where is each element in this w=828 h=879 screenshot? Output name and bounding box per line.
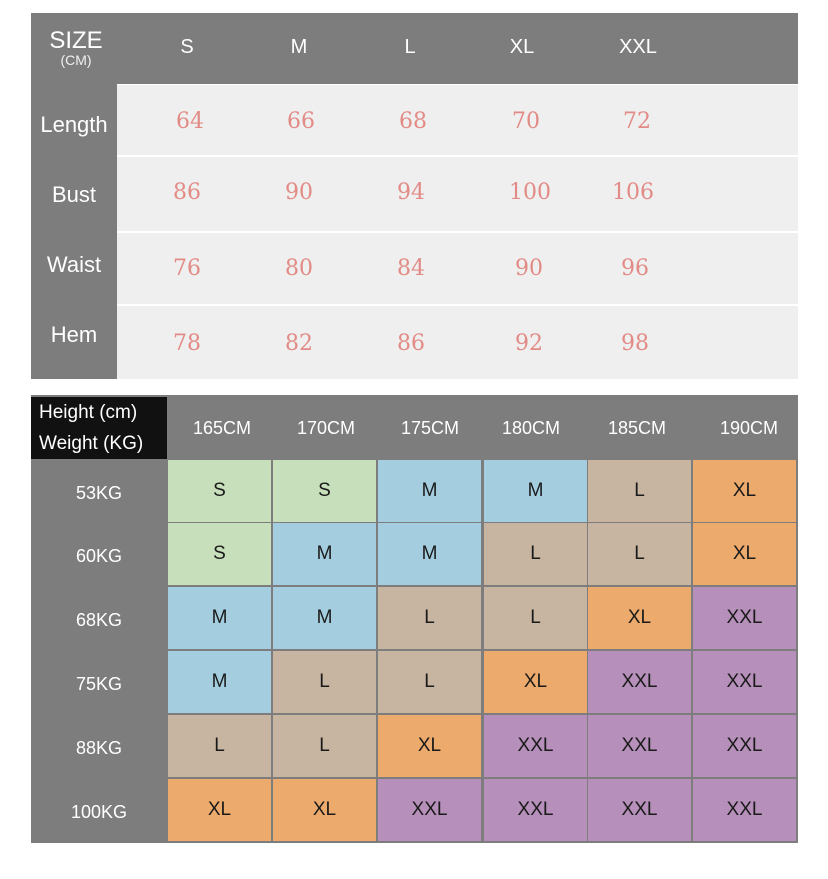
size-cell: M xyxy=(273,587,376,649)
length-xxl: 72 xyxy=(623,109,651,134)
size-cell: XL xyxy=(588,587,691,649)
size-unit: (CM) xyxy=(60,52,92,68)
size-col-m: M xyxy=(290,36,308,58)
length-m: 66 xyxy=(287,109,315,134)
size-cell: XL xyxy=(693,523,796,585)
size-cell: XL xyxy=(484,651,587,713)
size-cell: XXL xyxy=(693,651,796,713)
size-cell: S xyxy=(273,460,376,522)
size-col-s: S xyxy=(180,36,194,58)
waist-xl: 90 xyxy=(515,256,543,281)
size-cell: L xyxy=(273,651,376,713)
size-cell: L xyxy=(484,523,587,585)
table-row xyxy=(117,306,798,379)
size-cell: M xyxy=(168,587,271,649)
size-cell: XXL xyxy=(693,715,796,777)
waist-xxl: 96 xyxy=(621,256,649,281)
size-title: SIZE xyxy=(49,27,103,54)
bust-m: 90 xyxy=(285,180,313,205)
height-col-175: 175CM xyxy=(400,418,460,438)
size-cell: M xyxy=(484,460,587,522)
size-col-xxl: XXL xyxy=(619,36,657,58)
weight-row-label: 100KG xyxy=(70,802,128,822)
size-recommendation-table: Height (cm) Weight (KG) 165CM 170CM 175C… xyxy=(31,395,798,843)
weight-row-label: 88KG xyxy=(75,738,123,758)
weight-row-label: 60KG xyxy=(75,546,123,566)
hem-m: 82 xyxy=(285,331,313,356)
length-s: 64 xyxy=(176,109,204,134)
size-cell: L xyxy=(378,651,481,713)
size-cell: L xyxy=(588,523,691,585)
height-col-170: 170CM xyxy=(296,418,356,438)
size-col-l: L xyxy=(404,36,416,58)
size-cell: M xyxy=(168,651,271,713)
row-label-bust: Bust xyxy=(51,182,97,207)
size-cell: L xyxy=(588,460,691,522)
weight-row-label: 53KG xyxy=(75,483,123,503)
size-cell: XL xyxy=(168,779,271,841)
hem-s: 78 xyxy=(173,331,201,356)
height-col-185: 185CM xyxy=(607,418,667,438)
size-cell: XXL xyxy=(693,779,796,841)
row-label-waist: Waist xyxy=(46,252,102,277)
size-cell: XL xyxy=(273,779,376,841)
waist-m: 80 xyxy=(285,256,313,281)
size-header-row: SIZE (CM) S M L XL XXL xyxy=(31,13,798,84)
bust-s: 86 xyxy=(173,180,201,205)
hem-l: 86 xyxy=(397,331,425,356)
height-label: Height (cm) xyxy=(31,397,167,428)
size-cell: XL xyxy=(378,715,481,777)
size-cell: XXL xyxy=(588,715,691,777)
hem-xl: 92 xyxy=(515,331,543,356)
size-cell: M xyxy=(273,523,376,585)
bust-xl: 100 xyxy=(509,180,551,205)
weight-label: Weight (KG) xyxy=(31,428,167,459)
length-xl: 70 xyxy=(512,109,540,134)
size-cell: XXL xyxy=(588,651,691,713)
size-cell: L xyxy=(273,715,376,777)
height-col-190: 190CM xyxy=(719,418,779,438)
size-cell: L xyxy=(168,715,271,777)
size-cell: L xyxy=(378,587,481,649)
weight-row-label: 75KG xyxy=(75,674,123,694)
height-col-165: 165CM xyxy=(192,418,252,438)
weight-row-label: 68KG xyxy=(75,610,123,630)
size-cell: XXL xyxy=(693,587,796,649)
waist-s: 76 xyxy=(173,256,201,281)
size-cell: S xyxy=(168,523,271,585)
size-measurement-table: SIZE (CM) S M L XL XXL Length 64 66 68 7… xyxy=(31,13,798,379)
row-label-hem: Hem xyxy=(50,322,98,347)
size-cell: XL xyxy=(693,460,796,522)
size-col-xl: XL xyxy=(509,36,535,58)
table-row xyxy=(117,85,798,155)
bust-l: 94 xyxy=(397,180,425,205)
size-cell: XXL xyxy=(484,715,587,777)
height-col-180: 180CM xyxy=(501,418,561,438)
row-label-column xyxy=(31,84,117,379)
bust-xxl: 106 xyxy=(612,180,654,205)
size-cell: S xyxy=(168,460,271,522)
length-l: 68 xyxy=(399,109,427,134)
size-cell: M xyxy=(378,523,481,585)
size-cell: XXL xyxy=(378,779,481,841)
table-row xyxy=(117,157,798,231)
size-cell: XXL xyxy=(484,779,587,841)
waist-l: 84 xyxy=(397,256,425,281)
size-cell: M xyxy=(378,460,481,522)
row-label-length: Length xyxy=(40,112,108,137)
hem-xxl: 98 xyxy=(621,331,649,356)
size-cell: XXL xyxy=(588,779,691,841)
table-row xyxy=(117,233,798,304)
size-cell: L xyxy=(484,587,587,649)
